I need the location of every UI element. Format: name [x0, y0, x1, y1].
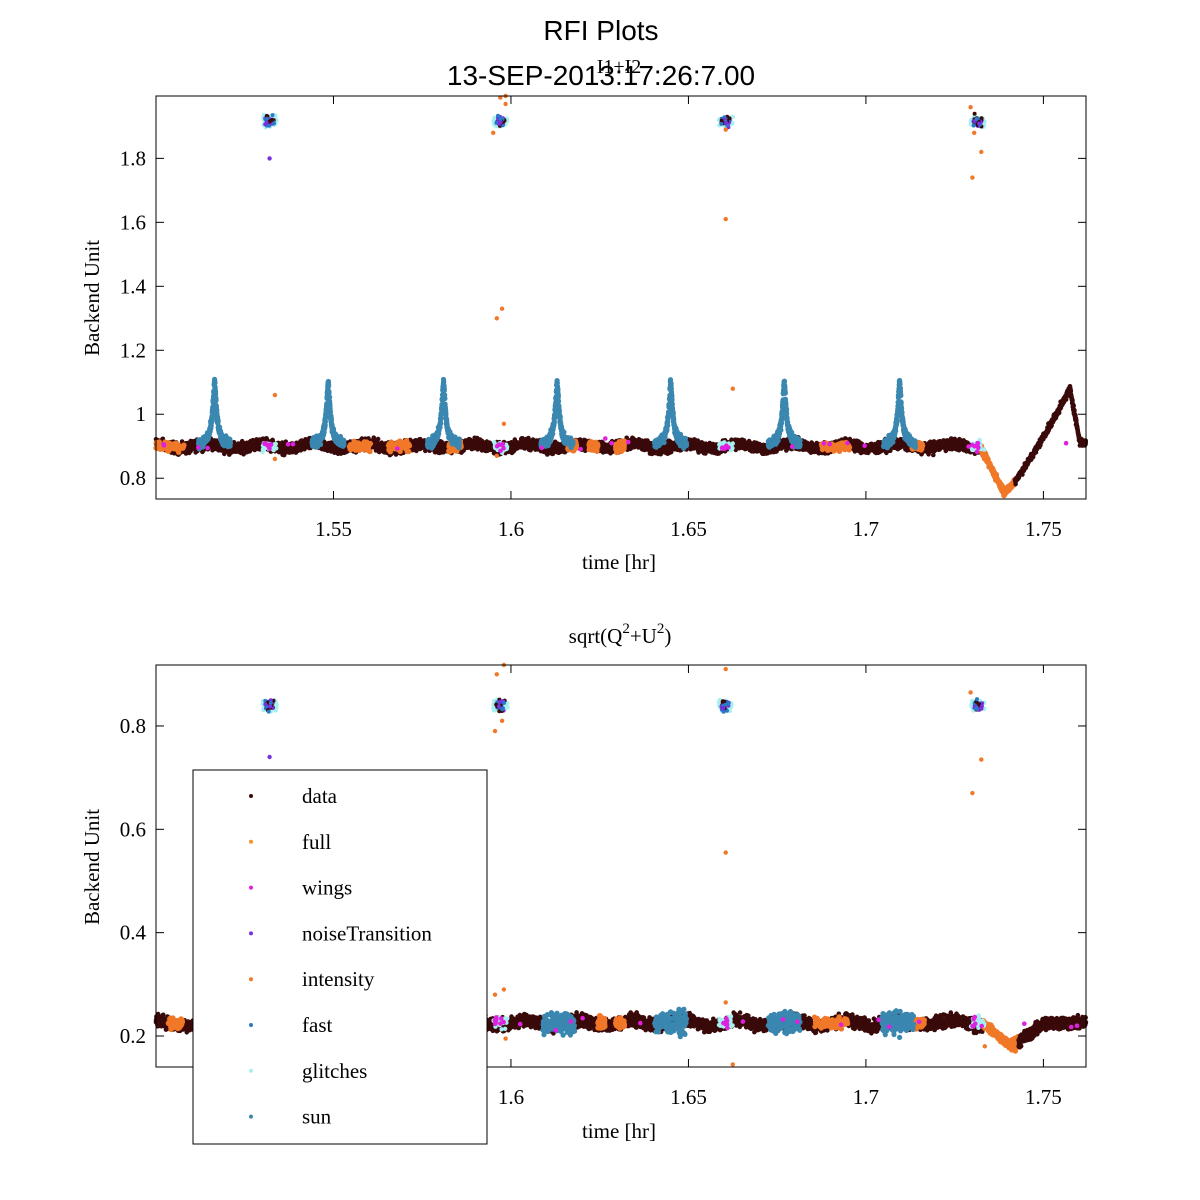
- figure-subtitle: 13-SEP-2013:17:26:7.00: [447, 60, 755, 91]
- top-plot-points: [153, 93, 1089, 499]
- data-point: [371, 435, 377, 441]
- data-point: [375, 436, 381, 442]
- top-plot-title: I1+I2: [597, 56, 642, 78]
- plot-i1-i2: I1+I2 1.55 1.6 1.65 1.7 1.750.811.21.41.61.8…: [80, 56, 1089, 574]
- figure-title: RFI Plots: [543, 15, 658, 46]
